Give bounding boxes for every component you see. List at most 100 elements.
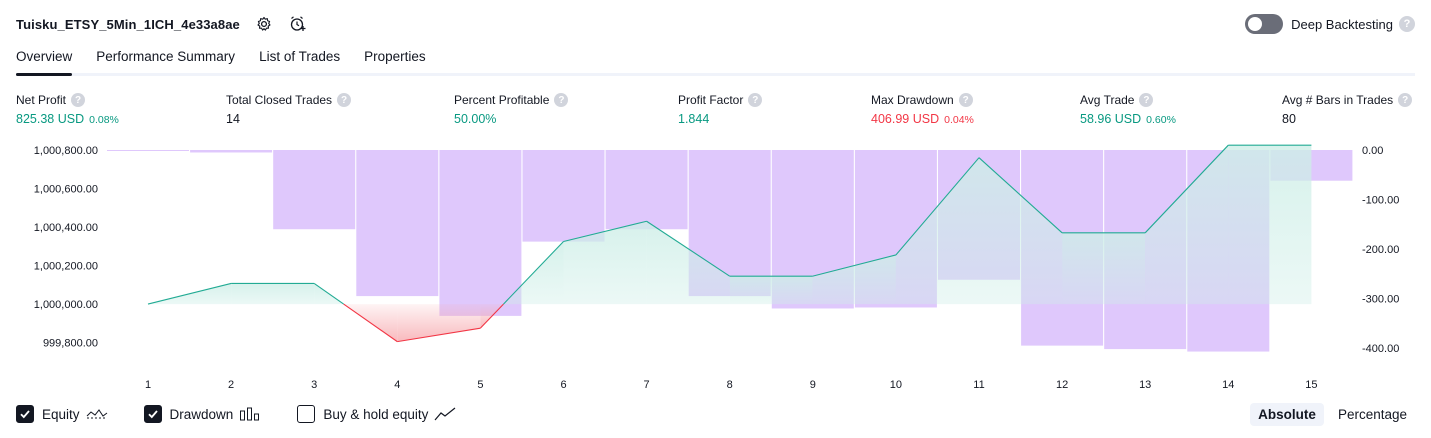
x-axis-tick-label: 1	[145, 379, 151, 391]
drawdown-bar	[522, 150, 605, 242]
report-tabs: Overview Performance Summary List of Tra…	[16, 44, 1415, 76]
drawdown-bar	[273, 150, 356, 230]
equity-profit-area	[979, 157, 1063, 305]
equity-line-segment	[812, 254, 897, 277]
left-axis-tick-label: 1,000,400.00	[34, 222, 98, 234]
deep-backtesting-toggle[interactable]	[1245, 14, 1284, 34]
help-icon[interactable]: ?	[958, 93, 973, 107]
metric-value: 80	[1282, 112, 1296, 126]
x-axis-tick-label: 8	[727, 379, 733, 391]
x-axis-tick-label: 13	[1139, 379, 1151, 391]
equity-profit-area	[729, 276, 813, 305]
equity-line-segment	[480, 303, 504, 329]
percentage-button[interactable]: Percentage	[1337, 406, 1407, 422]
help-icon[interactable]: ?	[1139, 93, 1154, 107]
x-axis-tick-label: 7	[644, 379, 650, 391]
strategy-header: Tuisku_ETSY_5Min_1ICH_4e33a8ae Deep Back…	[16, 12, 1415, 36]
drawdown-bar	[190, 150, 273, 153]
equity-line-segment	[646, 220, 731, 277]
equity-label: Equity	[42, 406, 80, 422]
tab-list-of-trades[interactable]: List of Trades	[259, 49, 341, 64]
equity-line-segment	[1144, 144, 1229, 234]
metric-value: 1.844	[678, 112, 710, 126]
scale-switch: Absolute Percentage	[1244, 402, 1415, 426]
drawdown-bars-icon	[239, 407, 261, 421]
right-axis-tick-label: -100.00	[1362, 195, 1399, 207]
drawdown-bar	[107, 150, 189, 151]
legend-equity[interactable]: Equity	[16, 405, 108, 423]
deep-backtesting-label: Deep Backtesting	[1291, 16, 1393, 32]
equity-line-icon	[86, 407, 108, 421]
metric-label: Avg Trade	[1080, 93, 1135, 107]
equity-profit-area	[1062, 232, 1146, 305]
deep-backtesting-control: Deep Backtesting ?	[1245, 14, 1415, 34]
metric-label: Max Drawdown	[871, 93, 954, 107]
metric-net-profit: Net Profit? 825.38 USD 0.08%	[16, 93, 119, 126]
metric-percent: 0.08%	[89, 114, 119, 126]
legend-buy-hold[interactable]: Buy & hold equity	[297, 405, 456, 423]
buy-hold-checkbox[interactable]	[297, 405, 316, 423]
x-axis-tick-label: 11	[973, 379, 984, 391]
metric-avg-trade: Avg Trade? 58.96 USD 0.60%	[1080, 93, 1176, 126]
equity-line-segment	[313, 283, 344, 305]
equity-profit-area	[563, 221, 647, 305]
tab-overview[interactable]: Overview	[16, 44, 73, 76]
equity-line-segment	[397, 327, 481, 343]
strategy-title: Tuisku_ETSY_5Min_1ICH_4e33a8ae	[16, 16, 240, 32]
metric-value: 50.00%	[454, 112, 497, 126]
metric-label: Net Profit	[16, 93, 67, 107]
metric-percent: 0.04%	[944, 114, 974, 126]
x-axis-tick-label: 14	[1222, 379, 1234, 391]
buy-hold-line-icon	[434, 407, 456, 421]
metric-label: Percent Profitable	[454, 93, 550, 107]
help-icon[interactable]: ?	[554, 93, 569, 107]
legend-drawdown[interactable]: Drawdown	[143, 405, 262, 423]
left-axis-tick-label: 1,000,800.00	[34, 145, 98, 157]
right-axis-tick-label: -200.00	[1362, 244, 1399, 256]
metric-total-closed-trades: Total Closed Trades? 14	[226, 93, 352, 126]
absolute-button[interactable]: Absolute	[1250, 402, 1324, 426]
metric-avg-bars-in-trades: Avg # Bars in Trades? 80	[1282, 93, 1413, 126]
equity-checkbox[interactable]	[16, 405, 34, 423]
left-axis-tick-label: 1,000,600.00	[34, 184, 98, 196]
x-axis-tick-label: 12	[1056, 379, 1068, 391]
add-alert-icon[interactable]	[288, 14, 308, 34]
help-icon[interactable]: ?	[1398, 93, 1413, 107]
equity-profit-area	[1145, 145, 1229, 305]
right-axis-tick-label: -300.00	[1362, 294, 1399, 306]
help-icon[interactable]: ?	[337, 93, 352, 107]
equity-drawdown-chart[interactable]: 1,000,800.00 1,000,600.00 1,000,400.00 1,00…	[0, 140, 1431, 395]
x-axis-tick-label: 9	[810, 379, 816, 391]
equity-line-segment	[343, 303, 398, 343]
equity-line-segment	[895, 157, 980, 256]
tab-properties[interactable]: Properties	[364, 49, 426, 64]
equity-line-segment	[147, 282, 232, 305]
x-axis-tick-label: 3	[311, 379, 317, 391]
equity-line-segment	[563, 220, 647, 243]
x-axis-tick-label: 10	[890, 379, 902, 391]
equity-profit-area	[895, 157, 979, 305]
metric-label: Avg # Bars in Trades	[1282, 93, 1394, 107]
settings-icon[interactable]	[254, 14, 274, 34]
metric-label: Total Closed Trades	[226, 93, 333, 107]
x-axis-tick-label: 15	[1305, 379, 1317, 391]
drawdown-checkbox[interactable]	[143, 405, 162, 423]
equity-loss-area	[397, 304, 481, 342]
metric-label: Profit Factor	[678, 93, 744, 107]
equity-line-segment	[978, 157, 1063, 234]
drawdown-bar	[605, 150, 688, 230]
x-axis-tick-label: 6	[560, 379, 566, 391]
metric-percent: 0.60%	[1146, 114, 1176, 126]
drawdown-bar	[356, 150, 439, 297]
drawdown-label: Drawdown	[169, 406, 234, 422]
help-icon[interactable]: ?	[748, 93, 763, 107]
x-axis-tick-label: 2	[228, 379, 234, 391]
tab-performance-summary[interactable]: Performance Summary	[96, 49, 236, 64]
equity-profit-area	[231, 283, 315, 305]
equity-profit-area	[812, 254, 896, 305]
help-icon[interactable]: ?	[1399, 16, 1415, 32]
metric-profit-factor: Profit Factor? 1.844	[678, 93, 763, 126]
help-icon[interactable]: ?	[71, 93, 86, 107]
equity-profit-area	[1228, 145, 1312, 305]
left-axis-tick-label: 1,000,200.00	[34, 261, 98, 273]
